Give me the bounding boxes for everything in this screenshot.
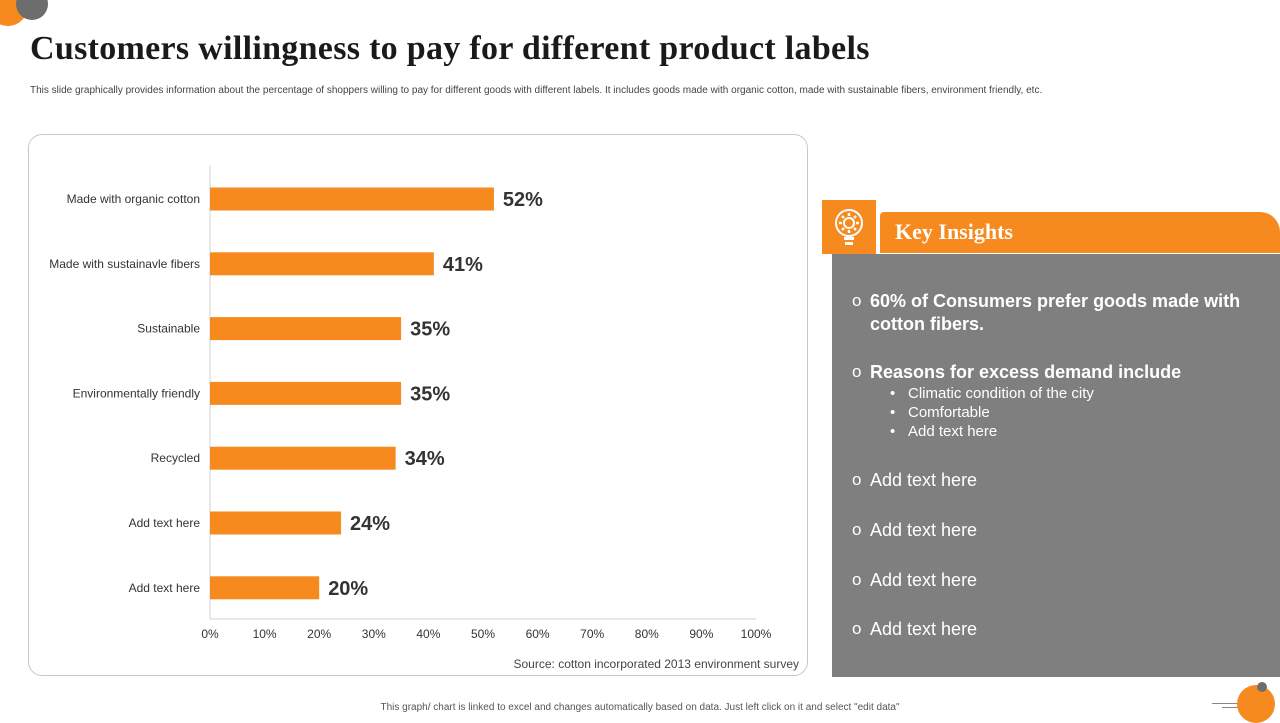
x-tick-label: 40% <box>416 627 440 641</box>
x-tick-label: 80% <box>635 627 659 641</box>
data-label: 35% <box>410 383 450 405</box>
category-label: Made with organic cotton <box>67 192 200 206</box>
insight-item: o 60% of Consumers prefer goods made wit… <box>852 290 1262 336</box>
decorative-gray-circle <box>16 0 48 20</box>
bullet-icon: o <box>852 291 862 310</box>
x-tick-label: 100% <box>741 627 772 641</box>
data-label: 41% <box>443 254 483 276</box>
decorative-line <box>1212 703 1250 704</box>
insight-item: o Add text here <box>852 618 1262 641</box>
bar <box>210 252 434 276</box>
insight-icon-box <box>820 198 878 256</box>
bar <box>210 576 320 600</box>
data-label: 52% <box>503 189 543 211</box>
bar-chart[interactable]: Made with organic cotton 52% Made with sus… <box>29 135 809 677</box>
category-label: Add text here <box>129 581 201 595</box>
page-subtitle: This slide graphically provides informat… <box>30 85 1043 96</box>
data-label: 20% <box>328 578 368 600</box>
bar <box>210 317 402 341</box>
category-label: Environmentally friendly <box>73 386 200 400</box>
page-title: Customers willingness to pay for differe… <box>30 30 870 67</box>
category-label: Sustainable <box>137 322 200 336</box>
insight-item: o Reasons for excess demand include • Cli… <box>852 361 1262 441</box>
bullet-icon: o <box>852 619 862 638</box>
insight-sub-list: • Climatic condition of the city • Comfort… <box>852 384 1262 441</box>
insight-text: Add text here <box>870 470 978 490</box>
sub-list-item: • Comfortable <box>890 404 990 421</box>
chart-source: Source: cotton incorporated 2013 environ… <box>513 657 800 671</box>
insight-item: o Add text here <box>852 569 1262 592</box>
bar <box>210 446 396 470</box>
decorative-gray-circle <box>1257 682 1267 692</box>
x-tick-label: 70% <box>580 627 604 641</box>
lightbulb-gear-icon <box>835 209 863 245</box>
x-tick-label: 90% <box>689 627 713 641</box>
data-label: 34% <box>405 448 445 470</box>
x-tick-label: 50% <box>471 627 495 641</box>
insights-title: Key Insights <box>895 219 1013 244</box>
footer-note: This graph/ chart is linked to excel and… <box>380 702 900 713</box>
insight-text: Add text here <box>870 619 978 639</box>
decorative-line <box>1222 707 1250 708</box>
bar <box>210 511 342 535</box>
bar <box>210 381 402 405</box>
x-tick-label: 60% <box>526 627 550 641</box>
chart-panel: Made with organic cotton 52% Made with sus… <box>28 134 808 676</box>
insight-text: Add text here <box>870 570 978 590</box>
bar <box>210 187 494 211</box>
insight-text: Reasons for excess demand include <box>870 362 1182 382</box>
x-tick-label: 10% <box>253 627 277 641</box>
x-tick-label: 20% <box>307 627 331 641</box>
decorative-orange-circle <box>1237 685 1275 723</box>
insights-panel: o 60% of Consumers prefer goods made wit… <box>832 254 1280 677</box>
data-label: 35% <box>410 319 450 341</box>
insight-text: Add text here <box>870 520 978 540</box>
insight-item: o Add text here <box>852 469 1262 492</box>
bullet-icon: o <box>852 520 862 539</box>
insight-text: 60% of Consumers prefer goods made with … <box>870 291 1241 334</box>
data-label: 24% <box>350 513 390 535</box>
sub-list-item: • Add text here <box>890 423 998 440</box>
bullet-icon: o <box>852 470 862 489</box>
x-tick-label: 30% <box>362 627 386 641</box>
category-label: Made with sustainavle fibers <box>49 257 200 271</box>
sub-list-item: • Climatic condition of the city <box>890 385 1094 402</box>
bullet-icon: o <box>852 362 862 381</box>
category-label: Recycled <box>151 451 200 465</box>
x-tick-label: 0% <box>201 627 219 641</box>
category-label: Add text here <box>129 516 201 530</box>
insights-header: Key Insights <box>880 212 1280 253</box>
bullet-icon: o <box>852 570 862 589</box>
insight-item: o Add text here <box>852 519 1262 542</box>
